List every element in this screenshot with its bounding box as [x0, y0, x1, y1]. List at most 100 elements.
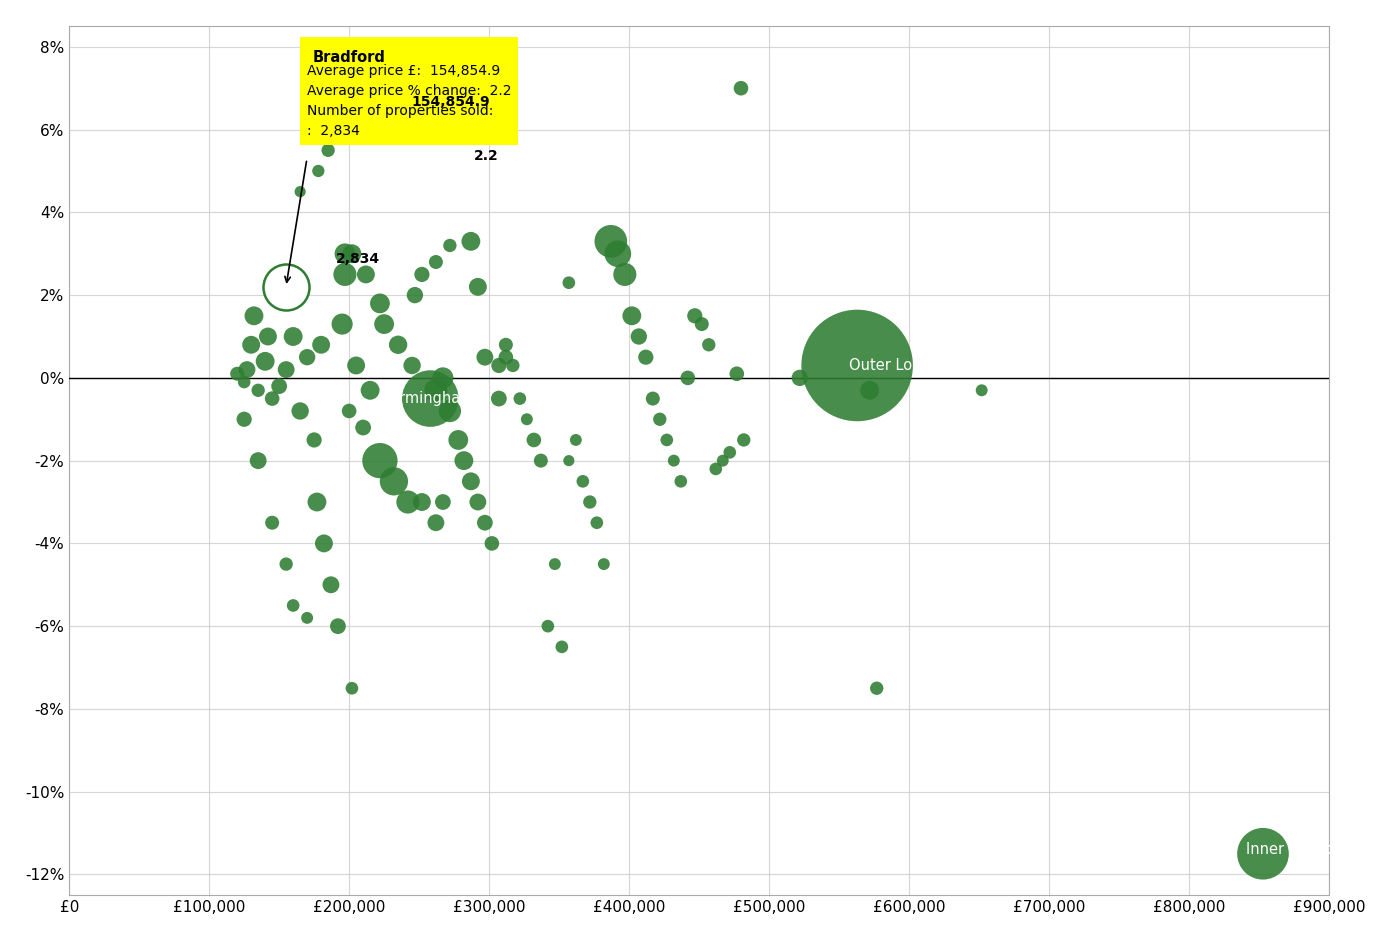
Point — [677, 370, 699, 385]
Point — [386, 337, 409, 352]
Point — [296, 350, 318, 365]
Point — [303, 432, 325, 447]
Point — [368, 296, 391, 311]
Point — [310, 337, 332, 352]
Point — [509, 391, 531, 406]
Point — [530, 453, 552, 468]
Point — [592, 556, 614, 572]
Point — [859, 383, 881, 398]
Point — [439, 403, 461, 418]
Point — [670, 474, 692, 489]
Point — [354, 267, 377, 282]
Point — [425, 515, 448, 530]
Point — [663, 453, 685, 468]
Point — [578, 494, 600, 509]
Point — [557, 275, 580, 290]
Point — [261, 515, 284, 530]
Point — [467, 494, 489, 509]
Point — [698, 337, 720, 352]
Point — [649, 412, 671, 427]
Point — [373, 317, 395, 332]
Point — [788, 370, 810, 385]
Point — [420, 391, 442, 406]
Point — [275, 556, 297, 572]
Point — [345, 358, 367, 373]
Point — [726, 367, 748, 382]
Point — [599, 234, 621, 249]
Point — [275, 362, 297, 377]
Point — [352, 420, 374, 435]
Point — [341, 246, 363, 261]
Point — [425, 255, 448, 270]
Point — [296, 610, 318, 625]
Point — [368, 453, 391, 468]
Point — [303, 39, 325, 55]
Point — [691, 317, 713, 332]
Point — [275, 279, 297, 294]
Point — [733, 432, 755, 447]
Point — [571, 474, 594, 489]
Point — [719, 445, 741, 460]
Point — [606, 246, 628, 261]
Point — [382, 474, 404, 489]
Point — [712, 453, 734, 468]
Point — [411, 267, 434, 282]
Point — [261, 391, 284, 406]
Point — [243, 308, 265, 323]
Point — [257, 329, 279, 344]
Point — [396, 494, 418, 509]
Text: Birmingham: Birmingham — [385, 391, 475, 406]
Text: 2.2: 2.2 — [474, 149, 498, 163]
Point — [628, 329, 651, 344]
Text: 2,834: 2,834 — [336, 252, 381, 266]
Point — [705, 462, 727, 477]
Point — [621, 308, 644, 323]
Point — [448, 432, 470, 447]
Point — [432, 494, 455, 509]
Point — [334, 267, 356, 282]
Point — [585, 515, 607, 530]
Text: Average price £:  154,854.9
Average price % change:  2.2
Number of properties so: Average price £: 154,854.9 Average price… — [307, 43, 512, 138]
Point — [331, 317, 353, 332]
Point — [550, 639, 573, 654]
Point — [523, 432, 545, 447]
Text: 154,854.9: 154,854.9 — [411, 95, 491, 109]
Text: Bradford: Bradford — [313, 51, 385, 66]
Point — [1252, 846, 1275, 861]
Point — [247, 383, 270, 398]
Point — [439, 238, 461, 253]
Point — [614, 267, 637, 282]
Point — [502, 358, 524, 373]
Point — [684, 308, 706, 323]
Point — [320, 577, 342, 592]
Point — [495, 337, 517, 352]
Point — [460, 474, 482, 489]
Point — [289, 184, 311, 199]
Text: Outer London: Outer London — [849, 358, 949, 373]
Point — [730, 81, 752, 96]
Point — [313, 536, 335, 551]
Point — [543, 556, 566, 572]
Point — [227, 367, 249, 382]
Point — [403, 288, 425, 303]
Point — [240, 337, 263, 352]
Point — [656, 432, 678, 447]
Point — [334, 246, 356, 261]
Point — [488, 358, 510, 373]
Point — [642, 391, 664, 406]
Point — [234, 412, 256, 427]
Point — [341, 681, 363, 696]
Point — [247, 453, 270, 468]
Point — [460, 234, 482, 249]
Point — [635, 350, 657, 365]
Point — [307, 164, 329, 179]
Point — [516, 412, 538, 427]
Point — [481, 536, 503, 551]
Point — [282, 329, 304, 344]
Point — [289, 403, 311, 418]
Point — [327, 619, 349, 634]
Point — [359, 383, 381, 398]
Point — [474, 350, 496, 365]
Point — [425, 383, 448, 398]
Point — [400, 358, 423, 373]
